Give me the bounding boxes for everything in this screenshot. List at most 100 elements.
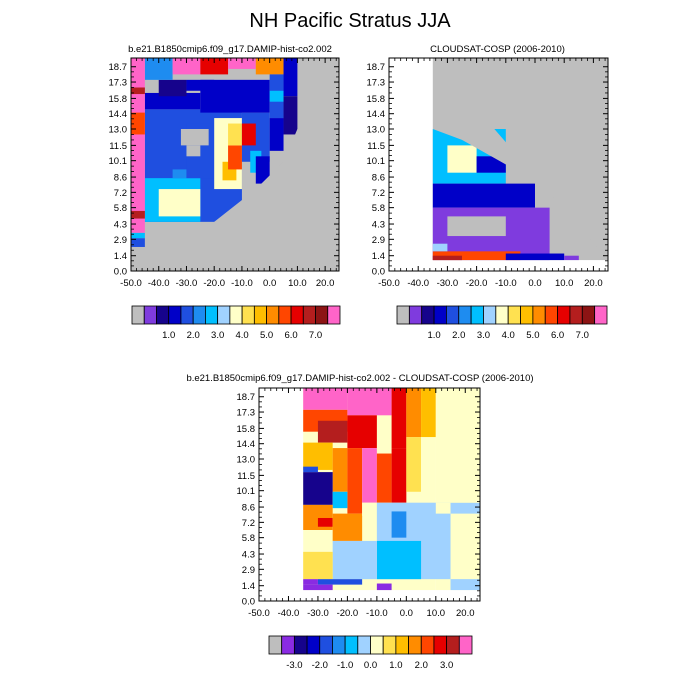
colorbar-label: 2.0 xyxy=(415,660,428,671)
x-tick-label: -50.0 xyxy=(120,278,142,289)
x-tick-label: -40.0 xyxy=(407,278,429,289)
heatmap-cell xyxy=(505,253,565,261)
y-tick-label: 17.3 xyxy=(237,408,256,419)
heatmap-cell xyxy=(432,183,535,208)
y-tick-label: 10.1 xyxy=(109,156,128,167)
y-tick-label: 4.3 xyxy=(372,220,385,231)
heatmap-cell xyxy=(435,388,480,503)
y-tick-label: 13.0 xyxy=(237,455,256,466)
x-tick-label: -50.0 xyxy=(378,278,400,289)
heatmap-cell xyxy=(303,579,318,585)
y-tick-label: 5.8 xyxy=(372,203,385,214)
heatmap-cell xyxy=(376,583,392,591)
heatmap-cell xyxy=(391,388,407,449)
colorbar-label: 1.0 xyxy=(389,660,402,671)
heatmap-cell xyxy=(228,123,242,146)
y-tick-label: 17.3 xyxy=(109,78,128,89)
heatmap-cells xyxy=(131,58,339,271)
x-tick-label: 10.0 xyxy=(555,278,574,289)
colorbar-swatch xyxy=(569,305,583,325)
colorbar-label: 7.0 xyxy=(309,330,322,341)
y-tick-label: 13.0 xyxy=(109,125,128,136)
heatmap-cell xyxy=(186,145,201,157)
heatmap-cell xyxy=(447,145,477,173)
x-tick-label: 10.0 xyxy=(288,278,307,289)
colorbar-swatch xyxy=(420,635,435,655)
heatmap-cell xyxy=(283,96,298,135)
x-tick-label: 10.0 xyxy=(427,608,446,619)
heatmap-cell xyxy=(432,255,462,261)
y-tick-label: 11.5 xyxy=(109,141,127,152)
colorbar-swatch xyxy=(458,635,473,655)
colorbar-label: 5.0 xyxy=(260,330,273,341)
colorbar-swatch xyxy=(446,305,460,325)
heatmap-cell xyxy=(172,169,187,179)
heatmap-cell xyxy=(172,58,201,75)
y-tick-label: 17.3 xyxy=(367,78,386,89)
colorbar-swatch xyxy=(395,635,409,655)
colorbar-swatch xyxy=(446,635,460,655)
heatmap-cell xyxy=(303,442,333,470)
colorbar-swatch xyxy=(281,635,295,655)
colorbar-swatch xyxy=(332,635,346,655)
colorbar-swatch xyxy=(266,305,280,325)
colorbar-swatch xyxy=(327,305,341,325)
heatmap-cell xyxy=(255,156,270,184)
colorbar-label: 2.0 xyxy=(452,330,465,341)
y-tick-label: 1.4 xyxy=(114,251,127,262)
y-tick-label: 1.4 xyxy=(372,251,385,262)
colorbar-label: 6.0 xyxy=(551,330,564,341)
panel-0: 0.0 1.4 2.9 4.3 5.8 7.2 8.6 10.1 11.5 13.0 14.4 15.… xyxy=(109,57,340,289)
heatmap-cell xyxy=(131,210,145,219)
heatmap-cells xyxy=(259,388,480,601)
x-tick-label: -30.0 xyxy=(176,278,198,289)
x-tick-label: -40.0 xyxy=(148,278,170,289)
colorbar-label: -1.0 xyxy=(337,660,353,671)
y-tick-label: 5.8 xyxy=(114,203,127,214)
heatmap-cell xyxy=(432,251,521,261)
x-tick-label: -40.0 xyxy=(278,608,300,619)
colorbar-swatch xyxy=(156,305,170,325)
colorbar-swatch xyxy=(217,305,231,325)
colorbar-swatch xyxy=(192,305,206,325)
y-tick-label: 11.5 xyxy=(367,141,385,152)
colorbar-swatch xyxy=(458,305,472,325)
colorbar-label: 4.0 xyxy=(236,330,249,341)
heatmap-cell xyxy=(564,255,579,261)
heatmap-cell xyxy=(376,453,392,503)
heatmap-cell xyxy=(158,79,187,97)
heatmap-cell xyxy=(376,540,422,580)
colorbar-swatch xyxy=(483,305,497,325)
heatmap-cells xyxy=(389,58,608,271)
x-tick-label: -10.0 xyxy=(366,608,388,619)
heatmap-cell xyxy=(317,579,363,585)
x-tick-label: -10.0 xyxy=(495,278,517,289)
y-tick-label: 7.2 xyxy=(372,188,385,199)
y-tick-label: 11.5 xyxy=(237,471,255,482)
x-tick-label: 0.0 xyxy=(400,608,413,619)
heatmap-cell xyxy=(332,540,377,580)
x-tick-label: -10.0 xyxy=(231,278,253,289)
heatmap-cell xyxy=(421,388,436,438)
x-tick-label: 0.0 xyxy=(263,278,276,289)
colorbar-swatch xyxy=(143,305,157,325)
heatmap-cell xyxy=(317,420,348,443)
y-tick-label: 14.4 xyxy=(109,109,128,120)
colorbar-swatch xyxy=(278,305,292,325)
heatmap-cell xyxy=(241,123,256,146)
y-tick-label: 8.6 xyxy=(114,173,127,184)
heatmap-cell xyxy=(144,58,173,80)
heatmap-cell xyxy=(303,466,318,473)
obs-panel-title: CLOUDSAT-COSP (2006-2010) xyxy=(430,44,565,55)
heatmap-cell xyxy=(303,584,333,591)
heatmap-cell xyxy=(421,437,436,498)
x-tick-label: 20.0 xyxy=(456,608,475,619)
y-tick-label: 4.3 xyxy=(114,220,127,231)
plot-frame xyxy=(258,387,481,602)
y-tick-label: 15.8 xyxy=(237,424,256,435)
colorbar-label: 3.0 xyxy=(477,330,490,341)
colorbar-swatch xyxy=(507,305,521,325)
y-tick-label: 18.7 xyxy=(367,62,386,73)
heatmap-cell xyxy=(269,90,284,102)
colorbar-swatch xyxy=(306,635,321,655)
